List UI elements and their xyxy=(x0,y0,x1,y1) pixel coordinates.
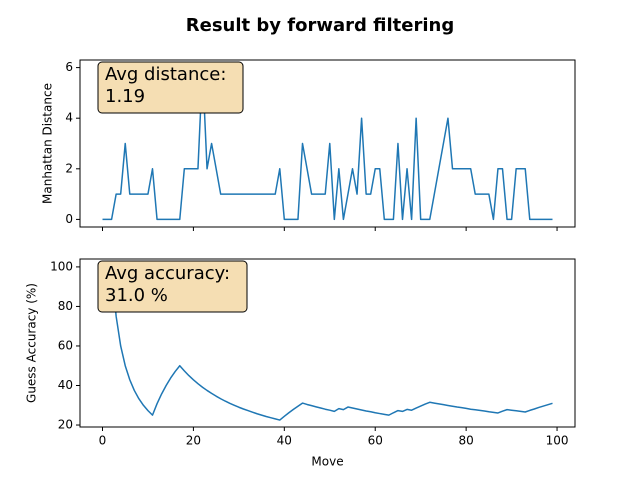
y-axis-label: Manhattan Distance xyxy=(41,83,55,204)
y-tick-label: 100 xyxy=(50,259,73,273)
x-tick-label: 0 xyxy=(99,434,107,448)
y-tick-label: 6 xyxy=(65,60,73,74)
x-tick-label: 60 xyxy=(368,434,383,448)
x-tick-label: 40 xyxy=(277,434,292,448)
y-tick-label: 4 xyxy=(65,111,73,125)
y-tick-label: 40 xyxy=(58,378,73,392)
annotation-text: Avg accuracy: xyxy=(105,263,230,284)
y-tick-label: 2 xyxy=(65,161,73,175)
x-tick-label: 80 xyxy=(458,434,473,448)
y-tick-label: 20 xyxy=(58,418,73,432)
y-tick-label: 60 xyxy=(58,338,73,352)
y-tick-label: 0 xyxy=(65,212,73,226)
chart-title: Result by forward filtering xyxy=(186,15,454,36)
annotation-box xyxy=(97,260,248,313)
x-tick-label: 100 xyxy=(546,434,569,448)
x-axis-label: Move xyxy=(311,455,343,469)
data-line xyxy=(102,66,553,221)
plot-frame xyxy=(79,59,576,228)
plot-frame xyxy=(79,258,576,428)
annotation-text: 31.0 % xyxy=(105,285,168,306)
y-tick-label: 80 xyxy=(58,299,73,313)
annotation-box xyxy=(97,61,244,114)
annotation-text: Avg distance: xyxy=(105,64,226,85)
x-tick-label: 20 xyxy=(186,434,201,448)
annotation-text: 1.19 xyxy=(105,86,145,107)
data-line xyxy=(102,266,553,421)
y-axis-label: Guess Accuracy (%) xyxy=(25,283,39,403)
